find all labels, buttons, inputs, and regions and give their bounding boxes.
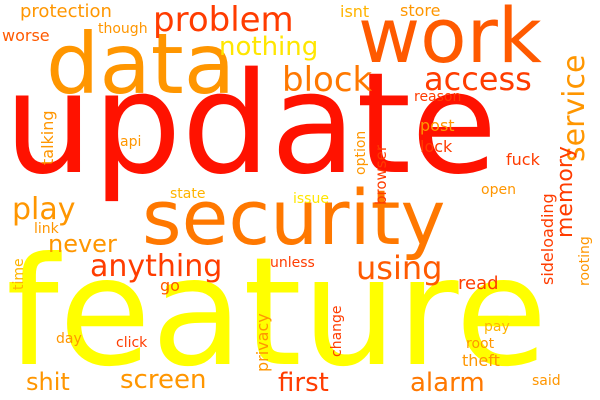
word-root: root <box>466 336 495 352</box>
word-sideloading: sideloading <box>538 193 557 285</box>
word-fuck: fuck <box>506 150 540 169</box>
word-day: day <box>56 331 82 347</box>
word-theft: theft <box>462 351 500 370</box>
word-go: go <box>160 276 180 295</box>
word-update: update <box>4 43 498 206</box>
word-pay: pay <box>484 319 510 335</box>
word-block: block <box>282 60 373 100</box>
word-browser: browser <box>372 144 390 205</box>
word-open: open <box>481 182 516 198</box>
word-never: never <box>48 230 117 258</box>
word-play: play <box>12 192 76 227</box>
word-alarm: alarm <box>410 368 485 398</box>
word-time: time <box>11 258 27 290</box>
word-lock: lock <box>420 137 453 156</box>
word-though: though <box>98 21 148 37</box>
word-change: change <box>329 305 345 357</box>
word-rooting: rooting <box>577 236 593 286</box>
word-access: access <box>424 60 532 98</box>
word-issue: issue <box>293 191 329 207</box>
word-screen: screen <box>120 365 207 395</box>
word-store: store <box>400 1 441 20</box>
word-isnt: isnt <box>340 2 370 21</box>
word-work: work <box>358 0 542 80</box>
word-using: using <box>356 249 443 287</box>
word-said: said <box>532 373 561 389</box>
word-shit: shit <box>26 368 70 396</box>
word-post: post <box>420 116 455 135</box>
word-read: read <box>458 273 499 294</box>
word-reason: reason <box>414 89 462 105</box>
word-problem: problem <box>153 0 294 40</box>
word-feature: feature <box>6 226 548 400</box>
word-unless: unless <box>270 255 315 271</box>
word-anything: anything <box>90 249 223 284</box>
word-nothing: nothing <box>219 32 319 62</box>
word-worse: worse <box>2 26 50 45</box>
word-option: option <box>353 130 369 175</box>
word-security: security <box>142 173 446 262</box>
word-privacy: privacy <box>253 313 272 372</box>
word-protection: protection <box>20 1 112 22</box>
word-memory: memory <box>553 146 578 238</box>
word-talking: talking <box>38 110 57 165</box>
word-api: api <box>120 134 142 150</box>
word-first: first <box>278 368 329 398</box>
word-click: click <box>116 335 148 351</box>
word-link: link <box>34 221 59 237</box>
word-state: state <box>170 186 206 202</box>
word-data: data <box>46 15 236 113</box>
